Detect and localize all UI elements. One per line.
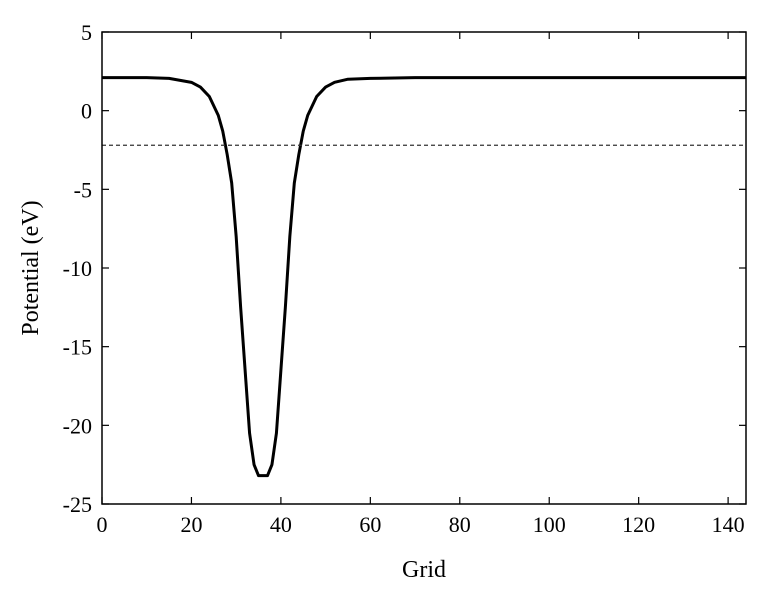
x-axis-label: Grid xyxy=(402,557,446,583)
y-axis-label: Potential (eV) xyxy=(18,200,44,335)
y-tick-label: -10 xyxy=(63,256,92,281)
x-tick-label: 80 xyxy=(449,512,471,537)
y-tick-label: -5 xyxy=(74,177,92,202)
y-tick-label: -25 xyxy=(63,492,92,517)
y-tick-label: 5 xyxy=(81,20,92,45)
x-tick-label: 40 xyxy=(270,512,292,537)
x-tick-label: 20 xyxy=(180,512,202,537)
y-tick-label: -15 xyxy=(63,335,92,360)
y-tick-label: 0 xyxy=(81,99,92,124)
tick-layer: 0 20 40 60 80 100 120 140 5 0 -5 -10 -15 -20 -25 xyxy=(63,20,746,537)
potential-curve xyxy=(102,76,746,478)
plot-frame xyxy=(101,31,747,505)
x-tick-label: 120 xyxy=(622,512,655,537)
x-tick-label: 100 xyxy=(533,512,566,537)
x-tick-label: 60 xyxy=(359,512,381,537)
x-tick-label: 0 xyxy=(97,512,108,537)
series-layer xyxy=(102,76,746,478)
x-tick-label: 140 xyxy=(712,512,745,537)
y-tick-label: -20 xyxy=(63,413,92,438)
